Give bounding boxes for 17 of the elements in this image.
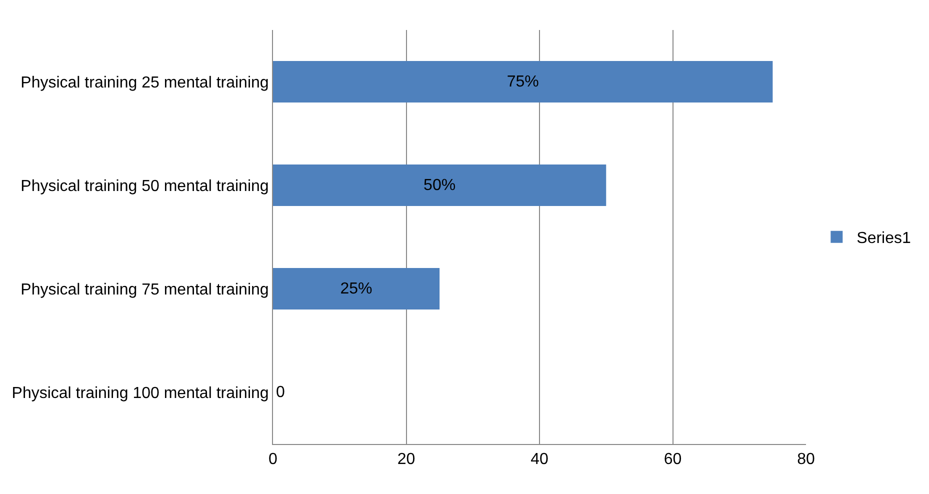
x-tick-label: 20 xyxy=(397,451,416,468)
x-tick-label: 60 xyxy=(664,451,682,468)
x-tick-label: 80 xyxy=(797,451,815,468)
x-tick-label: 0 xyxy=(268,451,278,468)
bar xyxy=(273,164,606,206)
y-tick-label: Physical training 75 mental training xyxy=(20,281,269,298)
data-label: 50% xyxy=(424,176,456,194)
y-tick-label: Physical training 100 mental training xyxy=(12,384,269,402)
bar xyxy=(273,268,440,310)
data-label: 75% xyxy=(506,73,539,90)
y-tick-label: Physical training 25 mental training xyxy=(20,74,269,92)
data-label: 0 xyxy=(276,384,285,401)
y-tick-label: Physical training 50 mental training xyxy=(20,178,269,195)
bar xyxy=(273,61,773,102)
x-tick-label: 40 xyxy=(530,451,548,468)
data-label: 25% xyxy=(340,280,372,298)
legend-label: Series1 xyxy=(856,230,912,248)
